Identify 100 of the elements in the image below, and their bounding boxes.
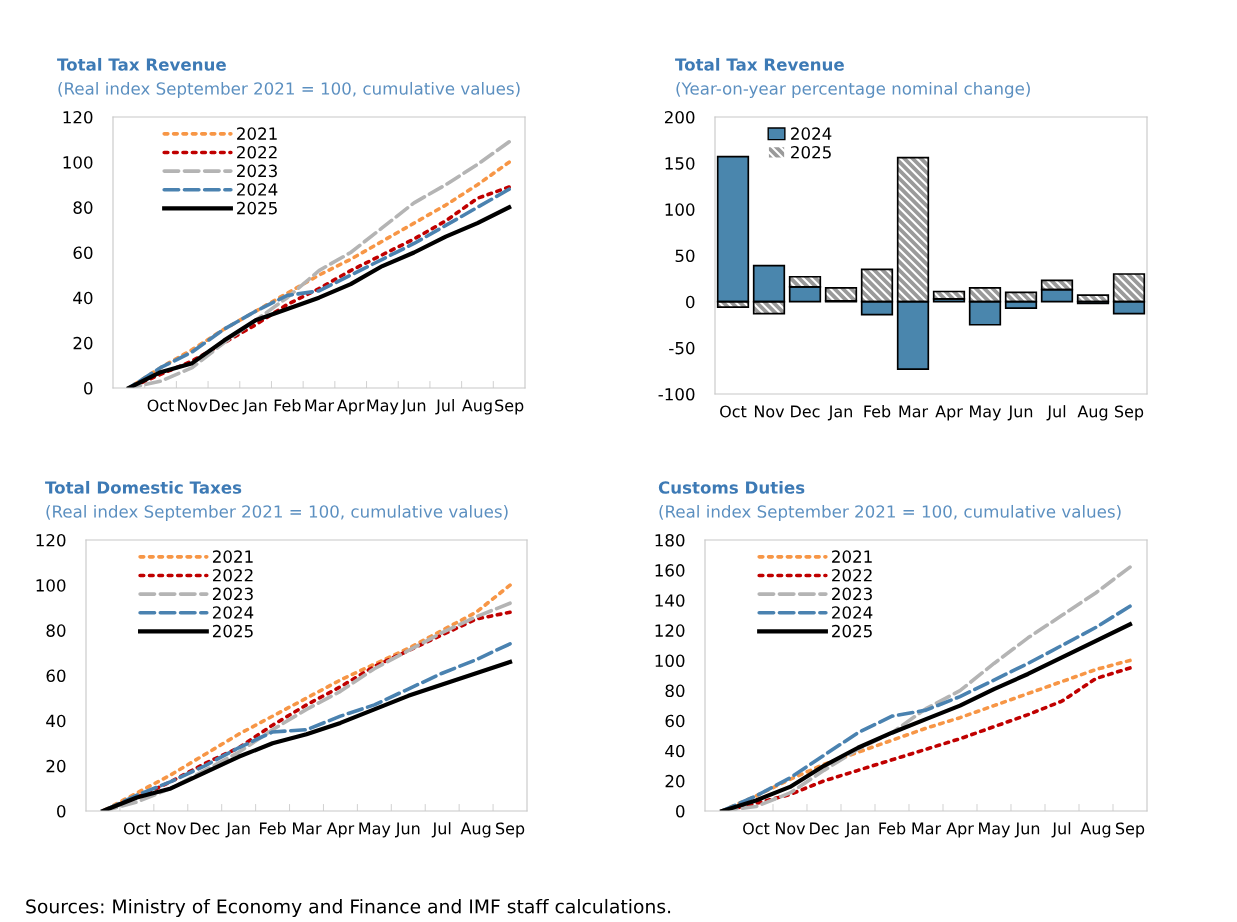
x-tick-label: Feb	[274, 399, 301, 412]
legend-label: 2025	[237, 201, 277, 215]
y-tick-label: 40	[73, 291, 93, 305]
legend-label: 2025	[832, 624, 872, 638]
y-tick-label: 180	[655, 533, 685, 547]
x-tick-label: Jul	[431, 822, 451, 838]
x-tick-label: Sep	[496, 822, 525, 838]
x-tick-label: Jun	[1014, 822, 1040, 838]
x-tick-label: Mar	[293, 822, 322, 835]
x-tick-label: Dec	[190, 822, 220, 835]
x-tick-label: Jul	[435, 399, 454, 415]
y-tick-label: 50	[675, 249, 695, 263]
x-tick-label: Jan	[844, 822, 869, 838]
x-tick-label: Jun	[394, 822, 420, 838]
x-tick-label: Nov	[775, 822, 806, 835]
legend-label: 2022	[832, 568, 872, 582]
legend-label: 2024	[212, 606, 254, 619]
legend-label: 2022	[237, 145, 277, 159]
y-tick-label: 60	[73, 246, 93, 260]
x-tick-label: Feb	[864, 405, 891, 418]
x-tick-label: Mar	[912, 822, 942, 835]
y-tick-label: 120	[63, 110, 93, 124]
y-tick-label: 100	[665, 203, 695, 216]
x-tick-label: Mar	[899, 405, 929, 418]
x-tick-label: Jun	[1007, 405, 1033, 421]
x-tick-label: Aug	[1080, 822, 1111, 838]
y-tick-label: -50	[669, 341, 695, 355]
x-tick-label: Feb	[260, 822, 286, 835]
x-tick-label: Dec	[791, 405, 820, 418]
y-tick-label: 80	[665, 684, 685, 698]
x-tick-label: Jul	[1046, 405, 1066, 421]
legend-label: 2023	[832, 587, 872, 601]
y-tick-label: 40	[665, 744, 685, 758]
y-tick-label: 120	[655, 624, 685, 637]
y-tick-label: 80	[73, 201, 93, 214]
x-tick-label: May	[359, 822, 391, 838]
x-tick-label: Dec	[210, 399, 239, 412]
y-tick-label: 0	[84, 381, 93, 395]
y-tick-label: 160	[655, 564, 685, 577]
source-note: Sources: Ministry of Economy and Finance and IMF staff calculations.	[26, 898, 671, 918]
x-tick-label: Mar	[305, 399, 335, 412]
y-tick-label: 20	[73, 336, 93, 350]
x-tick-label: Aug	[461, 399, 492, 415]
x-tick-label: Jan	[242, 399, 267, 415]
legend-label: 2024	[791, 127, 832, 140]
legend-label: 2021	[237, 127, 277, 140]
x-tick-label: Dec	[810, 822, 839, 835]
chart-title: Total Tax Revenue	[675, 57, 844, 71]
x-tick-label: Sep	[1115, 405, 1144, 421]
y-tick-label: 150	[665, 157, 695, 170]
x-tick-label: Jan	[827, 405, 852, 421]
x-tick-label: Aug	[460, 822, 491, 838]
y-tick-label: 20	[46, 759, 66, 773]
x-tick-label: Aug	[1077, 405, 1108, 421]
x-tick-label: Sep	[1116, 822, 1145, 838]
x-tick-label: Apr	[935, 405, 963, 421]
y-tick-label: 200	[664, 110, 695, 124]
y-tick-label: 140	[655, 594, 685, 607]
y-tick-label: 60	[665, 714, 685, 728]
x-tick-label: Oct	[720, 405, 747, 418]
x-tick-label: May	[367, 399, 399, 415]
x-tick-label: Oct	[743, 822, 770, 835]
y-tick-label: 100	[36, 579, 66, 592]
y-tick-label: 100	[655, 654, 685, 668]
legend-label: 2022	[212, 568, 253, 582]
legend-label: 2024	[237, 183, 278, 196]
x-tick-label: Jul	[1051, 822, 1071, 838]
y-tick-label: 0	[686, 295, 695, 309]
x-tick-label: Apr	[326, 822, 355, 838]
chart-title: Total Tax Revenue	[57, 57, 226, 71]
chart-subtitle: (Year-on-year percentage nominal change)	[676, 81, 1030, 99]
x-tick-label: Apr	[946, 822, 974, 838]
y-tick-label: -100	[658, 387, 695, 401]
legend-label: 2023	[237, 164, 277, 178]
legend-label: 2025	[212, 624, 253, 638]
y-tick-label: 120	[36, 533, 66, 547]
chart-subtitle: (Real index September 2021 = 100, cumulative values)	[58, 81, 520, 99]
chart-title: Total Domestic Taxes	[45, 480, 242, 494]
y-tick-label: 100	[63, 156, 93, 169]
x-tick-label: Oct	[123, 822, 151, 835]
legend-label: 2024	[832, 606, 873, 619]
legend-label: 2023	[212, 587, 253, 601]
y-tick-label: 40	[46, 714, 66, 728]
x-tick-label: Nov	[156, 822, 186, 835]
y-tick-label: 60	[46, 669, 66, 683]
y-tick-label: 80	[46, 624, 66, 637]
legend-label: 2021	[212, 550, 253, 563]
x-tick-label: Sep	[495, 399, 524, 415]
y-tick-label: 0	[57, 804, 66, 818]
x-tick-label: Oct	[147, 399, 174, 412]
chart-subtitle: (Real index September 2021 = 100, cumulative values)	[659, 504, 1121, 522]
chart-subtitle: (Real index September 2021 = 100, cumulative values)	[46, 504, 508, 522]
chart-title: Customs Duties	[658, 480, 805, 494]
legend-label: 2025	[791, 145, 831, 159]
x-tick-label: Feb	[879, 822, 906, 835]
x-tick-label: May	[979, 822, 1011, 838]
y-tick-label: 20	[665, 774, 685, 788]
x-tick-label: Nov	[754, 405, 785, 418]
y-tick-label: 0	[676, 804, 685, 818]
x-tick-label: Jun	[400, 399, 426, 415]
